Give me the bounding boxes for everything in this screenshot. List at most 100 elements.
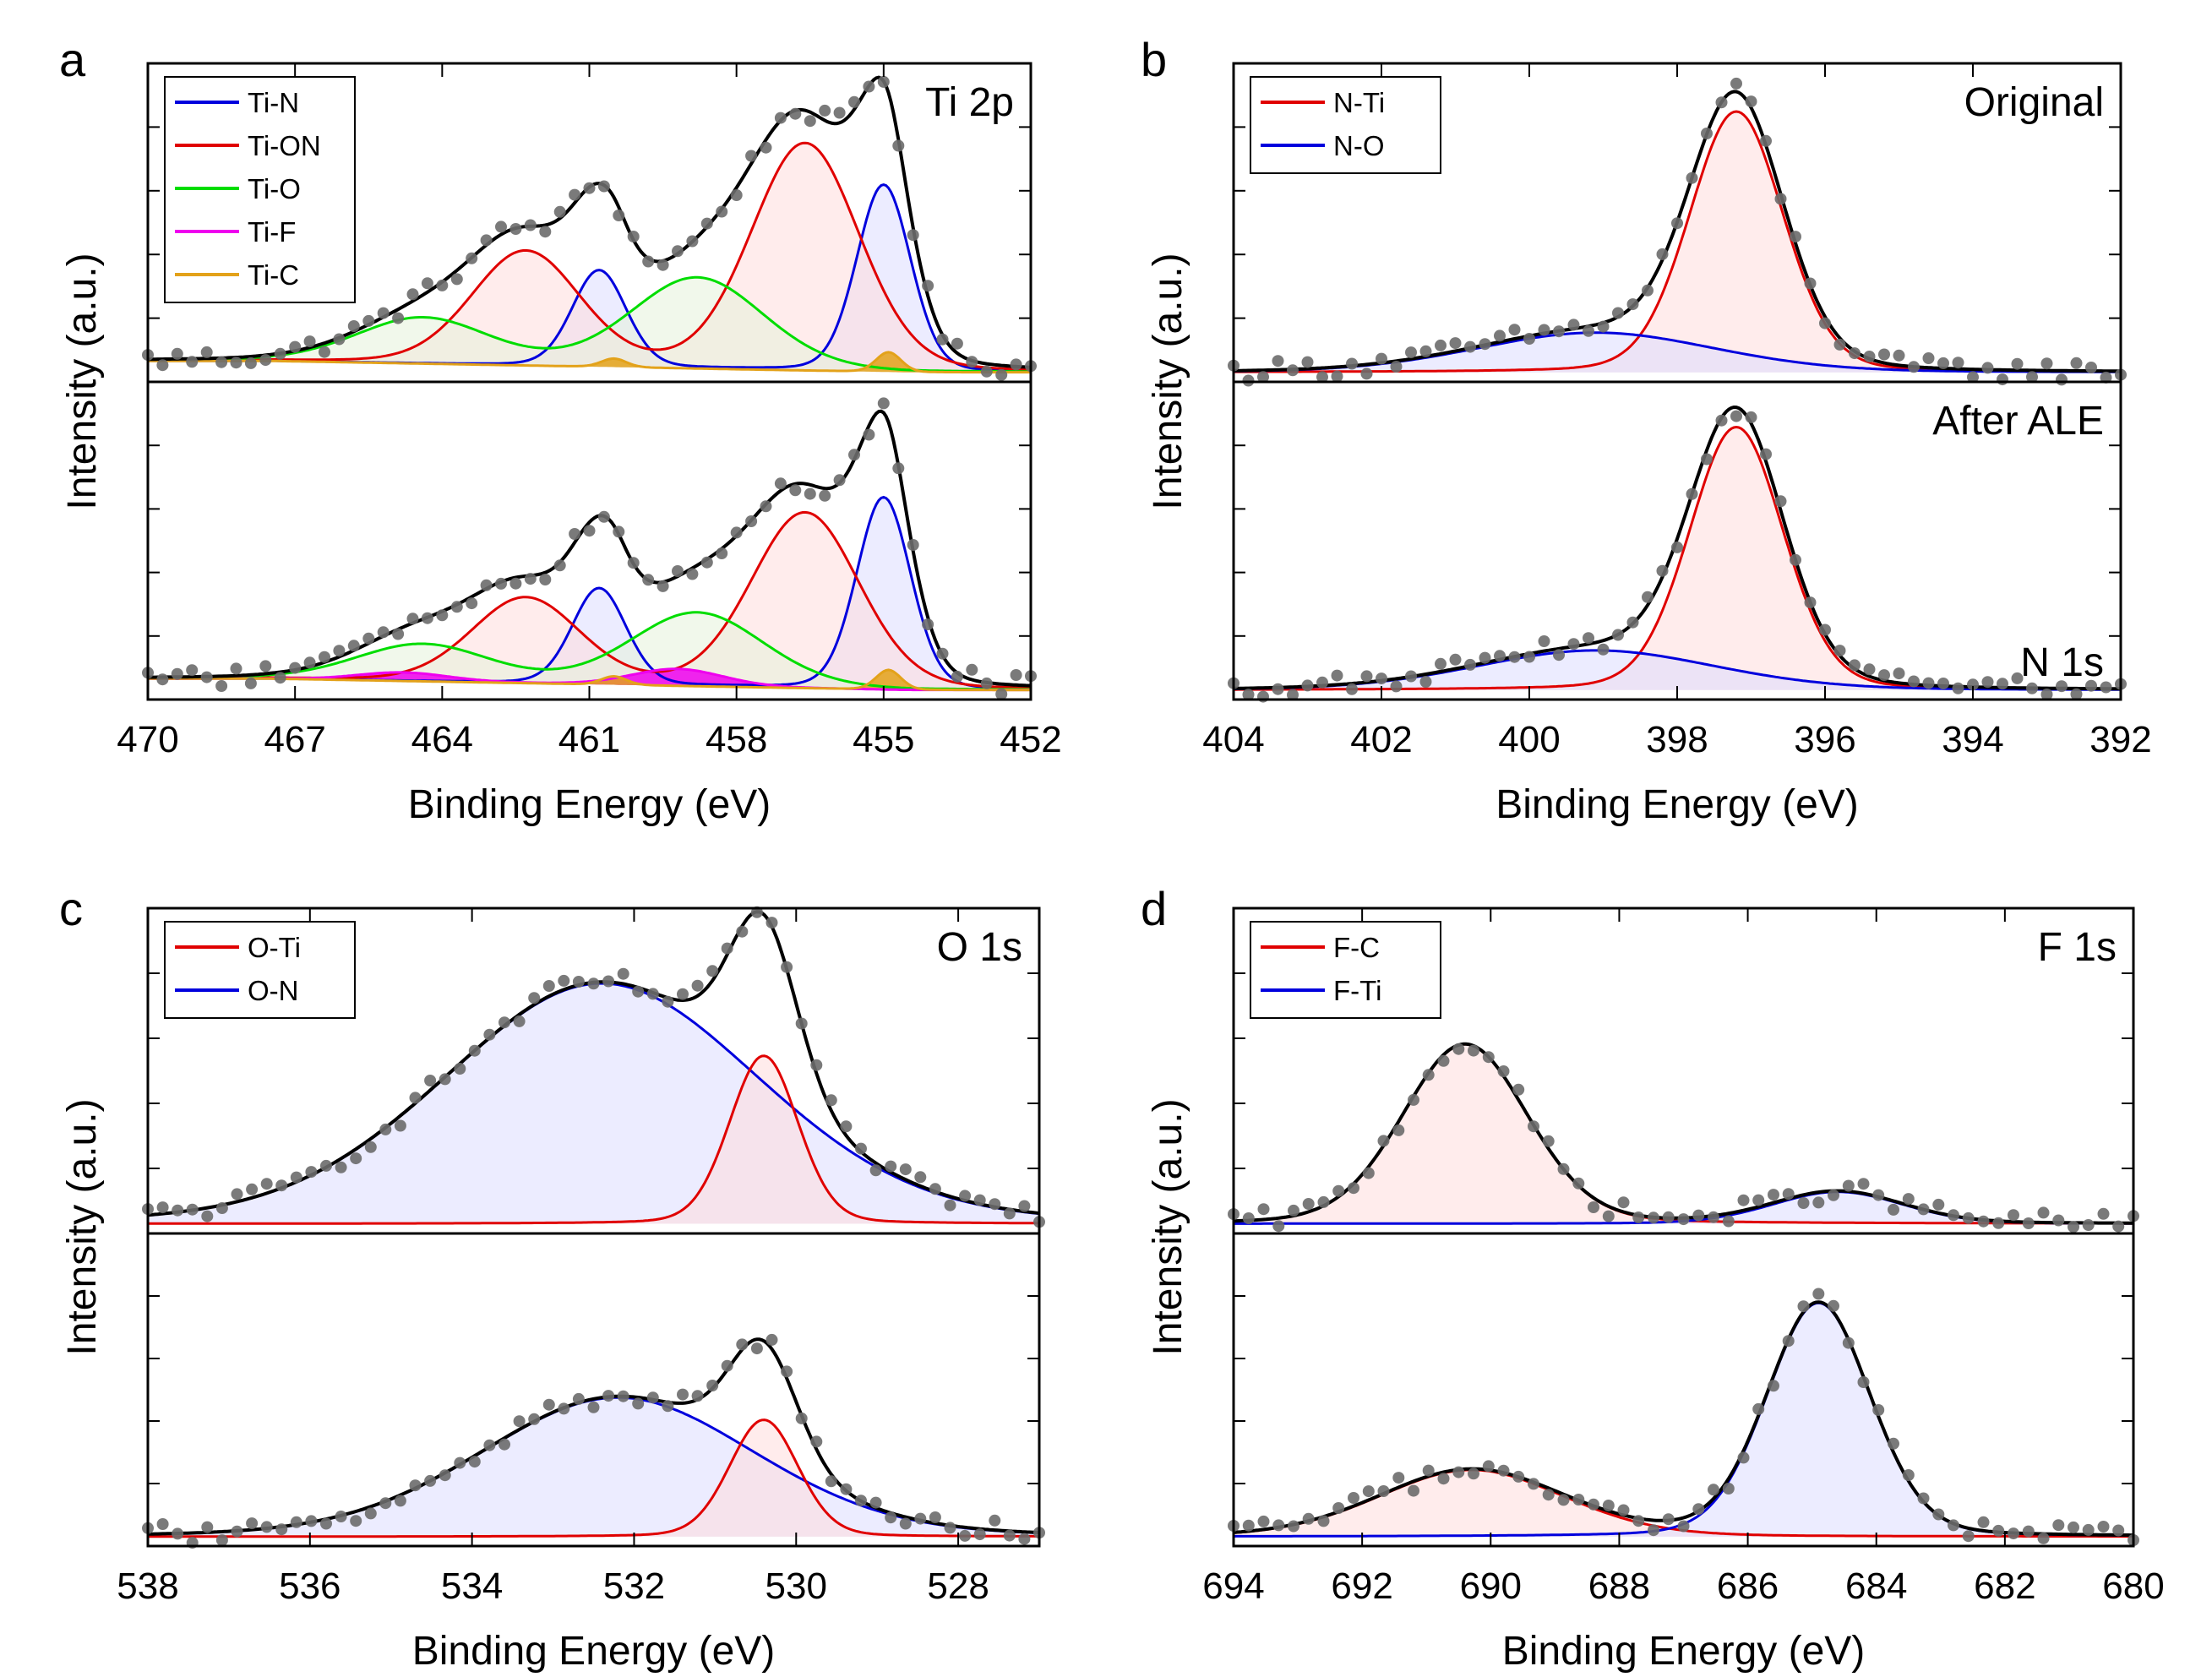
data-point: [362, 632, 375, 645]
data-point: [1997, 373, 2008, 386]
data-point: [1597, 320, 1610, 333]
legend-label: Ti-F: [248, 216, 296, 248]
x-tick-label: 467: [264, 719, 325, 760]
data-point: [244, 677, 257, 689]
data-point: [907, 229, 919, 242]
x-tick-label: 396: [1794, 719, 1855, 760]
component-line-o-ti: [148, 1418, 1039, 1538]
data-point: [2112, 1220, 2125, 1233]
x-tick-label: 402: [1350, 719, 1412, 760]
data-point: [706, 965, 719, 977]
data-point: [1528, 1120, 1539, 1133]
data-point: [863, 428, 875, 441]
data-point: [290, 1516, 302, 1528]
data-point: [877, 397, 890, 410]
subplot-c-1: O 1s: [142, 906, 1045, 1228]
data-point: [774, 112, 787, 124]
data-point: [1272, 355, 1284, 368]
data-point: [2082, 1219, 2095, 1231]
data-point: [1708, 1211, 1719, 1223]
data-point: [1932, 1198, 1945, 1211]
data-point: [1842, 1179, 1855, 1192]
data-point: [1922, 352, 1935, 364]
data-point: [1538, 324, 1550, 336]
data-point: [885, 1160, 897, 1173]
data-point: [1452, 1043, 1465, 1055]
data-point: [1360, 670, 1373, 683]
data-point: [1812, 1196, 1825, 1209]
data-point: [1842, 1337, 1855, 1349]
data-point: [700, 556, 713, 569]
data-point: [303, 335, 316, 348]
data-point: [244, 357, 257, 369]
data-point: [627, 557, 640, 569]
data-point: [436, 609, 449, 622]
data-point: [450, 273, 463, 286]
data-point: [259, 354, 272, 367]
legend-label: F-C: [1333, 932, 1380, 963]
data-point: [1992, 1524, 2005, 1537]
x-tick-label: 392: [2089, 719, 2151, 760]
x-tick-label: 398: [1646, 719, 1708, 760]
data-point: [1671, 217, 1683, 230]
data-point: [973, 1194, 986, 1206]
data-point: [480, 234, 493, 247]
component-line-ti-c: [148, 668, 1031, 692]
data-point: [454, 1456, 466, 1469]
data-point: [377, 626, 390, 639]
data-point: [1242, 1519, 1255, 1532]
data-point: [951, 670, 963, 683]
data-point: [172, 1527, 184, 1540]
component-fill-n-ti: [1234, 427, 2121, 690]
data-point: [499, 1016, 510, 1029]
data-point: [1878, 669, 1890, 682]
data-point: [1567, 638, 1580, 651]
data-point: [1617, 1504, 1630, 1516]
data-point: [362, 314, 375, 327]
data-point: [333, 645, 346, 657]
data-point: [1782, 1335, 1795, 1348]
data-point: [1656, 564, 1669, 577]
data-point: [215, 1534, 228, 1547]
data-point: [1977, 1215, 1990, 1228]
data-point: [1932, 1508, 1945, 1521]
panel-a: a Ti 2p 470 467 464 461 458 455 452 Binding Energ…: [59, 33, 1062, 827]
data-point: [1648, 1211, 1659, 1224]
data-point: [231, 1188, 243, 1201]
data-point: [186, 664, 199, 677]
data-point: [1774, 495, 1787, 508]
data-point: [1662, 1211, 1675, 1223]
data-point: [406, 288, 419, 301]
data-point: [215, 1202, 228, 1214]
data-point: [424, 1474, 437, 1487]
panel-letter-a: a: [59, 33, 86, 86]
data-point: [1760, 134, 1772, 147]
data-point: [922, 280, 934, 292]
data-point: [1952, 682, 1964, 694]
data-point: [632, 1397, 645, 1410]
data-point: [1512, 1083, 1525, 1096]
data-point: [2097, 1207, 2110, 1220]
data-point: [951, 337, 963, 350]
data-point: [1542, 1489, 1555, 1501]
data-point: [1997, 678, 2008, 690]
data-point: [899, 1163, 912, 1176]
data-point: [1288, 1520, 1299, 1533]
data-point: [2022, 1525, 2035, 1538]
data-point: [1632, 1515, 1645, 1527]
data-point: [819, 489, 831, 502]
data-point: [1768, 1380, 1779, 1392]
data-point: [1346, 357, 1358, 370]
data-point: [1768, 1189, 1779, 1201]
data-point: [1893, 667, 1905, 680]
data-point: [495, 577, 507, 590]
legend-box: [1250, 76, 1441, 174]
data-point: [499, 1438, 510, 1451]
data-point: [966, 663, 978, 676]
data-point: [406, 613, 419, 625]
data-point: [364, 1141, 377, 1153]
data-point: [1760, 448, 1772, 460]
data-point: [613, 525, 625, 538]
data-point: [1242, 1212, 1255, 1224]
data-point: [1715, 96, 1728, 109]
